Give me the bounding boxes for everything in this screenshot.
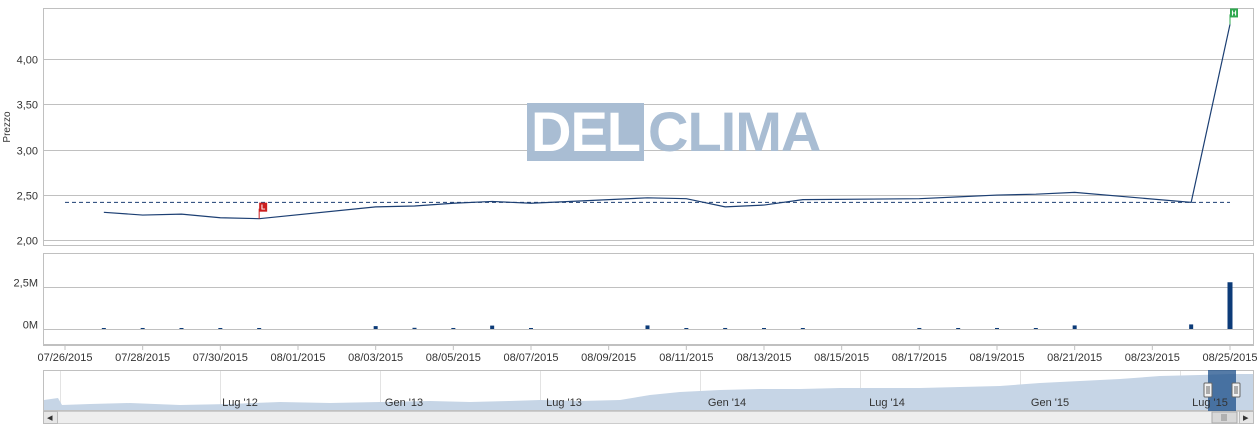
- volume-bar: [800, 328, 805, 329]
- watermark-logo: DEL CLIMA: [527, 100, 821, 163]
- volume-bar: [723, 327, 728, 329]
- volume-bar: [218, 328, 223, 329]
- navigator[interactable]: Lug '12 Gen '13 Lug '13 Gen '14 Lug '14 Gen '…: [43, 370, 1254, 411]
- volume-bar: [1227, 282, 1233, 329]
- x-axis-ticks: 07/26/2015 07/28/2015 07/30/2015 08/01/2015…: [37, 345, 1258, 364]
- scrollbar-left-arrow-icon[interactable]: ◂: [47, 412, 53, 424]
- price-tick-label: 3,00: [17, 146, 38, 158]
- navigator-label: Lug '13: [546, 397, 582, 409]
- marker-label: L: [261, 205, 266, 212]
- volume-grid: [43, 287, 1254, 330]
- x-tick-label: 08/01/2015: [270, 352, 325, 364]
- price-tick-label: 4,00: [17, 55, 38, 67]
- marker-flag: [1230, 8, 1238, 18]
- volume-panel-frame: [43, 253, 1254, 345]
- x-tick-label: 08/07/2015: [503, 352, 558, 364]
- x-tick-label: 08/03/2015: [348, 352, 403, 364]
- watermark-box-text: DEL: [527, 103, 644, 161]
- volume-bar: [995, 327, 999, 329]
- volume-tick-label: 2,5M: [14, 278, 38, 290]
- volume-bar: [412, 327, 417, 329]
- volume-tick-label: 0M: [23, 320, 38, 332]
- price-tick-label: 2,00: [17, 236, 38, 248]
- scrollbar-track[interactable]: [43, 411, 1254, 424]
- x-tick-label: 08/05/2015: [426, 352, 481, 364]
- watermark-text: CLIMA: [648, 100, 821, 163]
- x-tick-label: 08/23/2015: [1125, 352, 1180, 364]
- marker-flag: [259, 202, 268, 212]
- price-tick-label: 3,50: [17, 100, 38, 112]
- x-tick-label: 08/19/2015: [969, 352, 1024, 364]
- navigator-label: Lug '14: [869, 397, 905, 409]
- price-markers: LH: [258, 8, 1238, 219]
- scrollbar-right-button[interactable]: [1239, 411, 1254, 424]
- marker-label: H: [1231, 10, 1236, 17]
- navigator-label: Gen '14: [708, 397, 746, 409]
- navigator-label: Gen '15: [1031, 397, 1069, 409]
- x-tick-label: 08/09/2015: [581, 352, 636, 364]
- volume-bar: [917, 327, 922, 329]
- volume-bar: [762, 328, 766, 329]
- volume-bars: [101, 282, 1233, 329]
- volume-bar: [179, 328, 184, 329]
- x-tick-label: 08/17/2015: [892, 352, 947, 364]
- navigator-label: Lug '12: [222, 397, 258, 409]
- volume-bar: [451, 327, 456, 329]
- volume-bar: [956, 328, 961, 329]
- navigator-label: Gen '13: [385, 397, 423, 409]
- navigator-labels: Lug '12 Gen '13 Lug '13 Gen '14 Lug '14 Gen '…: [222, 397, 1228, 409]
- x-tick-label: 07/26/2015: [37, 352, 92, 364]
- volume-bar: [1072, 325, 1077, 329]
- scrollbar-left-button[interactable]: [43, 411, 58, 424]
- volume-bar: [373, 326, 378, 329]
- price-series-line: [103, 24, 1231, 220]
- x-tick-label: 08/13/2015: [736, 352, 791, 364]
- volume-bar: [140, 327, 145, 329]
- price-y-ticks: 4,00 3,50 3,00 2,50 2,00: [17, 55, 38, 248]
- volume-bar: [490, 325, 495, 329]
- scrollbar[interactable]: ◂ ▸: [43, 411, 1254, 425]
- price-tick-label: 2,50: [17, 191, 38, 203]
- volume-bar: [101, 328, 106, 329]
- scrollbar-right-arrow-icon[interactable]: ▸: [1243, 412, 1249, 424]
- navigator-area: [44, 374, 1253, 410]
- volume-y-ticks: 2,5M 0M: [14, 278, 38, 332]
- volume-bar: [257, 328, 262, 329]
- x-tick-label: 07/30/2015: [193, 352, 248, 364]
- x-tick-label: 08/11/2015: [659, 352, 713, 364]
- price-panel-frame: [43, 8, 1254, 246]
- navigator-selection[interactable]: [1208, 370, 1236, 411]
- volume-bar: [1189, 324, 1194, 329]
- navigator-label: Lug '15: [1192, 397, 1228, 409]
- x-tick-label: 07/28/2015: [115, 352, 170, 364]
- navigator-handle-left[interactable]: [1203, 382, 1213, 398]
- volume-bar: [645, 325, 650, 329]
- volume-bar: [684, 328, 689, 329]
- x-tick-label: 08/15/2015: [814, 352, 869, 364]
- x-tick-label: 08/25/2015: [1202, 352, 1257, 364]
- volume-bar: [529, 328, 533, 329]
- navigator-handle-right[interactable]: [1231, 382, 1241, 398]
- y-axis-label: Prezzo: [2, 111, 13, 143]
- x-tick-label: 08/21/2015: [1047, 352, 1102, 364]
- volume-bar: [1033, 328, 1038, 329]
- price-grid: [43, 59, 1254, 241]
